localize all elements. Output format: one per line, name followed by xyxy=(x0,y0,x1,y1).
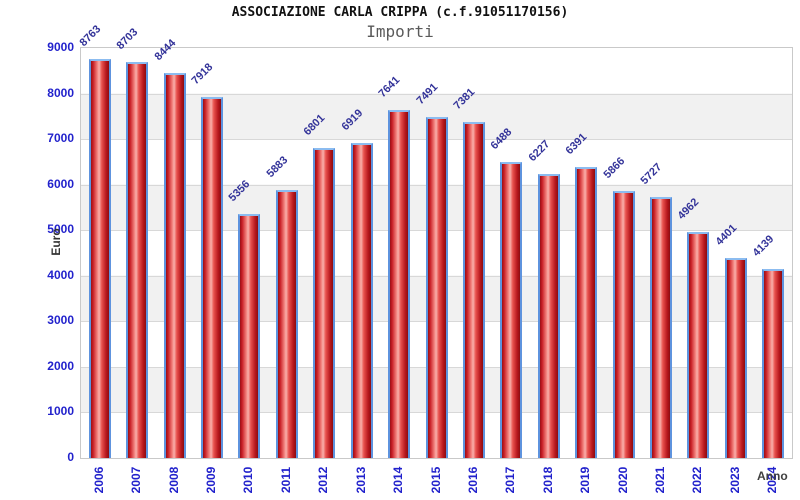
chart-subtitle: Importi xyxy=(366,22,434,41)
bar xyxy=(88,58,111,458)
bar xyxy=(462,121,485,458)
y-axis-title: Euro xyxy=(49,228,63,256)
x-tick-label: 2020 xyxy=(615,466,630,494)
x-tick-label: 2014 xyxy=(391,466,406,494)
x-axis-title: Anno xyxy=(757,469,788,483)
bar xyxy=(612,190,635,458)
x-tick-label: 2018 xyxy=(540,466,555,494)
gridline xyxy=(81,93,792,95)
x-tick-label: 2010 xyxy=(241,466,256,494)
x-tick-label: 2017 xyxy=(503,466,518,494)
x-tick-label: 2015 xyxy=(428,466,443,494)
y-tick-label: 6000 xyxy=(47,176,74,191)
bar xyxy=(313,148,336,458)
x-tick-label: 2021 xyxy=(653,466,668,494)
x-tick-label: 2007 xyxy=(129,466,144,494)
bar xyxy=(350,142,373,458)
y-tick-label: 2000 xyxy=(47,358,74,373)
plot-area xyxy=(80,47,793,459)
bar xyxy=(388,109,411,458)
bar xyxy=(537,174,560,458)
y-tick-label: 8000 xyxy=(47,85,74,100)
x-tick-label: 2023 xyxy=(727,466,742,494)
bar xyxy=(275,190,298,458)
x-tick-label: 2011 xyxy=(278,466,293,494)
x-tick-label: 2008 xyxy=(166,466,181,494)
chart-title: ASSOCIAZIONE CARLA CRIPPA (c.f.910511701… xyxy=(231,5,569,20)
bar xyxy=(500,162,523,458)
x-tick-label: 2006 xyxy=(91,466,106,494)
x-tick-label: 2019 xyxy=(578,466,593,494)
bar xyxy=(200,97,223,458)
y-tick-label: 9000 xyxy=(47,40,74,54)
y-tick-label: 0 xyxy=(67,450,74,464)
y-tick-label: 3000 xyxy=(47,313,74,328)
x-tick-label: 2009 xyxy=(203,466,218,494)
bar xyxy=(575,166,598,458)
bar xyxy=(650,197,673,458)
bar xyxy=(425,116,448,458)
x-tick-label: 2022 xyxy=(690,466,705,494)
bar xyxy=(762,269,785,458)
bar xyxy=(724,257,747,458)
bar xyxy=(238,214,261,458)
x-tick-label: 2012 xyxy=(316,466,331,494)
y-tick-label: 7000 xyxy=(47,131,74,146)
y-tick-label: 4000 xyxy=(47,267,74,282)
bar xyxy=(126,61,149,458)
y-tick-label: 1000 xyxy=(47,404,74,419)
x-tick-label: 2016 xyxy=(465,466,480,494)
x-tick-label: 2013 xyxy=(353,466,368,494)
bar xyxy=(687,231,710,458)
bar xyxy=(163,73,186,458)
y-tick-label: 5000 xyxy=(47,222,74,237)
